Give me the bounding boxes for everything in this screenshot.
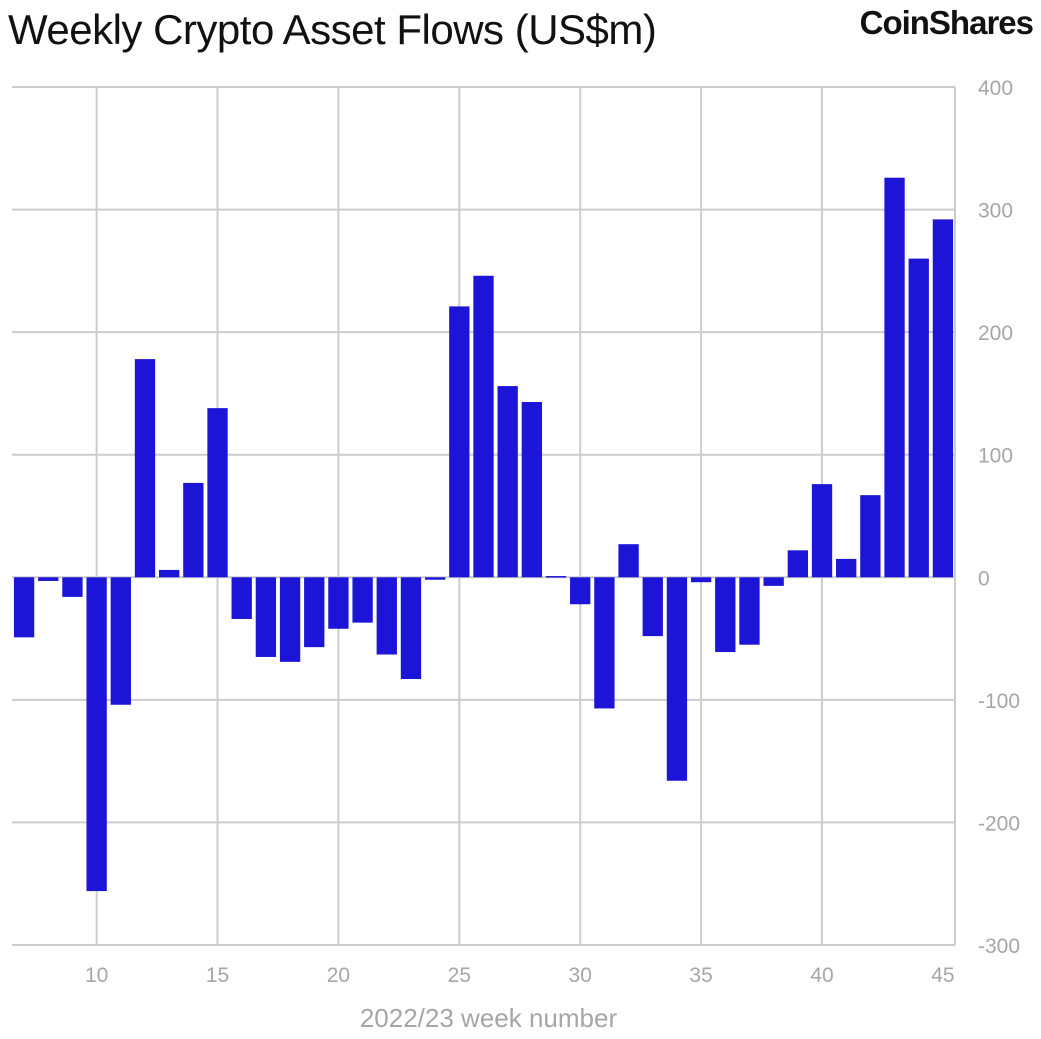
y-tick-label: -200 (978, 812, 1020, 835)
y-tick-label: -300 (978, 935, 1020, 958)
bar-week-26 (473, 275, 494, 578)
y-tick-label: 200 (978, 322, 1013, 345)
bar-week-16 (231, 577, 252, 619)
bar-week-30 (570, 577, 591, 605)
bar-week-20 (328, 577, 349, 629)
x-tick-label: 10 (85, 964, 108, 987)
x-tick-label: 15 (206, 964, 229, 987)
bar-week-23 (400, 577, 422, 680)
x-axis-ticks: 10 15 20 25 30 35 40 45 (85, 964, 955, 987)
bar-week-39 (787, 550, 808, 578)
y-tick-label: 300 (978, 200, 1013, 223)
bar-week-8 (38, 577, 59, 581)
bar-week-29 (545, 576, 567, 578)
bar-week-25 (449, 306, 470, 578)
y-tick-label: 400 (978, 77, 1013, 100)
bar-week-33 (642, 577, 663, 637)
x-axis-label: 2022/23 week number (360, 1003, 618, 1033)
x-tick-label: 30 (569, 964, 592, 987)
bar-week-35 (690, 577, 712, 583)
y-tick-label: 100 (978, 445, 1013, 468)
bar-week-12 (134, 359, 156, 578)
y-axis-ticks: -300 -200 -100 0 100 200 300 400 (978, 77, 1020, 958)
x-tick-label: 35 (689, 964, 712, 987)
bar-week-19 (304, 577, 325, 648)
bar-week-43 (884, 177, 905, 578)
bar-week-34 (666, 577, 688, 781)
bar-week-7 (13, 577, 35, 638)
bar-week-9 (62, 577, 83, 597)
bar-week-11 (110, 577, 131, 705)
chart-title: Weekly Crypto Asset Flows (US$m) (8, 6, 657, 53)
bar-week-41 (836, 558, 857, 578)
bar-week-44 (908, 258, 929, 578)
bar-week-22 (376, 577, 397, 655)
x-tick-label: 20 (327, 964, 350, 987)
bar-week-31 (594, 577, 615, 709)
bar-week-27 (497, 386, 518, 578)
x-tick-label: 45 (931, 964, 954, 987)
bar-week-42 (860, 495, 881, 578)
bar-week-21 (352, 577, 373, 623)
bar-week-15 (207, 408, 228, 578)
y-tick-label: -100 (978, 690, 1020, 713)
bar-week-28 (521, 402, 543, 578)
bar-week-32 (618, 544, 639, 578)
bar-week-40 (811, 484, 833, 578)
bar-week-37 (739, 577, 760, 645)
x-tick-label: 40 (810, 964, 833, 987)
bars (13, 177, 954, 892)
x-tick-label: 25 (448, 964, 471, 987)
bar-week-24 (424, 577, 446, 580)
bar-week-17 (255, 577, 277, 657)
y-tick-label: 0 (978, 567, 990, 590)
bar-week-10 (86, 577, 107, 892)
bar-week-13 (159, 569, 180, 578)
bar-week-45 (932, 219, 954, 578)
bar-week-38 (763, 577, 784, 586)
bar-week-36 (715, 577, 736, 653)
coinshares-logo: CoinShares (859, 4, 1034, 41)
bar-week-18 (279, 577, 301, 662)
bar-week-14 (183, 482, 204, 578)
